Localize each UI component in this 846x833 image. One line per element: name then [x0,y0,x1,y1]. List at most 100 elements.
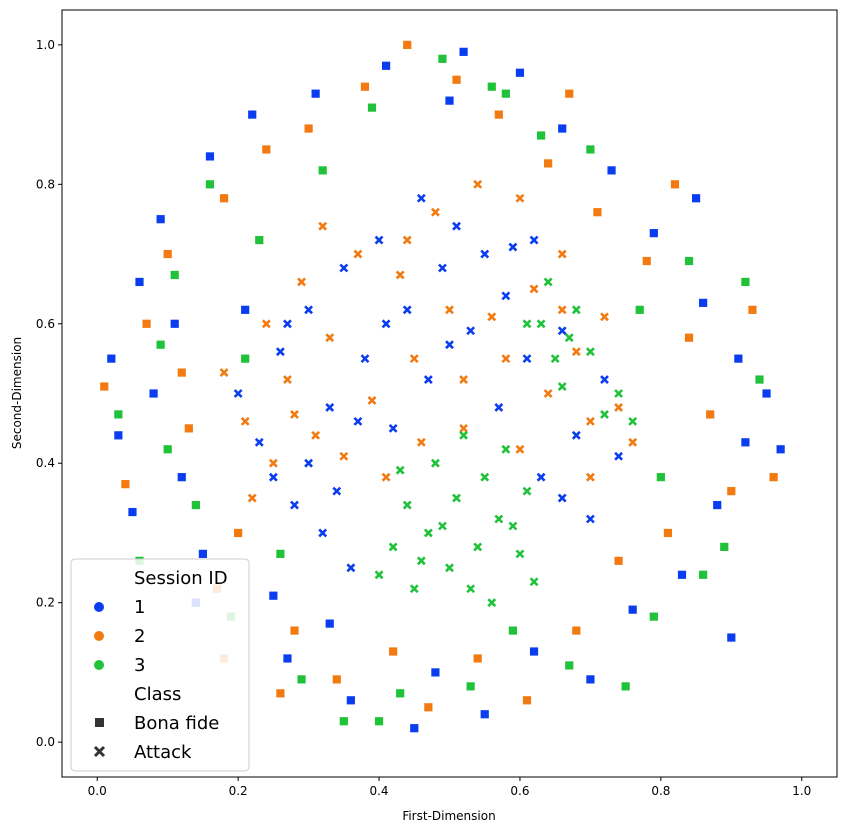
point-session-3-attack [388,542,398,552]
point-session-2-bona-fide [768,472,779,483]
point-session-1-bona-fide [148,388,159,399]
point-session-3-attack [430,458,440,468]
point-session-2-bona-fide [592,207,603,218]
point-session-2-bona-fide [275,688,286,699]
point-session-3-attack [501,444,511,454]
point-session-3-bona-fide [205,179,215,190]
point-session-1-bona-fide [691,193,701,204]
point-session-3-bona-fide [162,444,173,455]
point-session-2-attack [487,312,497,322]
point-session-1-attack [445,340,454,350]
point-session-2-bona-fide [726,486,737,497]
point-session-3-attack [480,472,490,482]
plot-frame [61,9,838,778]
point-session-1-attack [325,403,335,412]
point-session-2-bona-fide [493,109,504,120]
point-session-1-attack [254,437,264,447]
point-session-1-attack [381,319,391,329]
x-tick-label: 0.8 [651,784,670,798]
point-session-2-attack [339,451,349,461]
point-session-2-bona-fide [219,193,229,204]
point-session-3-bona-fide [620,681,631,692]
point-session-2-attack [614,403,624,412]
point-session-2-bona-fide [613,555,624,566]
point-session-2-bona-fide [99,381,110,392]
y-tick-label: 0.6 [36,317,55,331]
point-session-3-attack [536,319,546,329]
point-session-1-bona-fide [310,88,321,99]
point-session-3-attack [508,521,518,531]
point-session-1-attack [233,389,243,398]
point-session-1-bona-fide [198,548,208,559]
point-session-2-attack [268,458,278,468]
point-session-2-bona-fide [289,625,300,636]
point-session-2-attack [557,249,567,259]
point-session-1-bona-fide [726,632,737,643]
point-session-2-bona-fide [141,318,152,329]
point-session-2-bona-fide [303,123,314,134]
point-session-1-bona-fide [345,695,356,706]
point-session-1-bona-fide [733,353,744,364]
point-session-1-attack [600,375,609,384]
point-session-1-bona-fide [775,444,786,455]
point-session-1-attack [388,423,398,433]
point-session-3-bona-fide [564,660,575,671]
point-session-3-attack [487,598,497,608]
point-session-2-bona-fide [162,249,173,259]
point-session-3-bona-fide [634,304,645,315]
point-session-1-attack [332,486,342,496]
point-session-1-attack [275,347,285,357]
point-session-2-attack [409,354,419,364]
point-session-3-attack [550,354,560,364]
point-session-2-attack [515,193,525,203]
legend-hue-title: Session ID [134,568,228,589]
point-session-2-attack [290,409,299,419]
point-session-2-bona-fide [472,653,483,664]
point-session-1-attack [557,326,567,336]
point-session-3-bona-fide [465,681,476,692]
point-session-1-bona-fide [585,674,596,685]
point-session-3-bona-fide [395,688,406,699]
point-session-3-attack [452,493,461,503]
point-session-1-attack [346,563,356,573]
point-session-3-bona-fide [655,472,666,483]
point-session-1-bona-fide [176,472,187,483]
point-session-2-attack [240,416,250,426]
point-session-3-bona-fide [754,374,765,385]
point-session-3-attack [564,333,574,343]
point-session-2-bona-fide [388,646,399,657]
point-session-2-attack [445,305,454,315]
x-tick-label: 0.4 [369,784,388,798]
point-session-1-bona-fide [698,297,709,308]
point-session-1-bona-fide [282,653,293,664]
point-session-3-attack [416,556,426,566]
point-session-1-attack [374,235,384,245]
point-session-3-bona-fide [536,130,546,141]
point-session-1-attack [283,319,292,329]
point-session-3-attack [515,549,525,559]
point-session-2-attack [515,444,525,454]
point-session-3-attack [628,416,638,426]
y-axis-label: Second-Dimension [10,337,24,449]
point-session-2-attack [416,437,426,447]
point-session-3-bona-fide [240,353,251,364]
point-session-2-attack [381,472,391,482]
point-session-1-bona-fide [134,277,145,287]
y-axis-ticks: 0.0 0.2 0.4 0.6 0.8 1.0 [36,38,62,749]
point-session-3-attack [409,584,419,594]
point-session-1-attack [416,193,426,203]
legend-marker-bona-fide [95,718,104,727]
point-session-1-bona-fide [648,228,659,239]
point-session-2-bona-fide [564,88,575,99]
point-session-3-attack [438,521,447,531]
point-session-3-bona-fide [338,716,349,727]
point-session-3-bona-fide [374,716,384,727]
point-session-1-bona-fide [712,500,723,510]
legend-label-attack: Attack [134,742,192,763]
point-session-1-attack [466,326,476,336]
point-session-3-attack [459,430,469,440]
point-session-3-attack [557,382,567,391]
point-session-3-bona-fide [190,500,201,510]
point-session-3-bona-fide [684,256,694,266]
point-session-1-bona-fide [169,318,180,329]
